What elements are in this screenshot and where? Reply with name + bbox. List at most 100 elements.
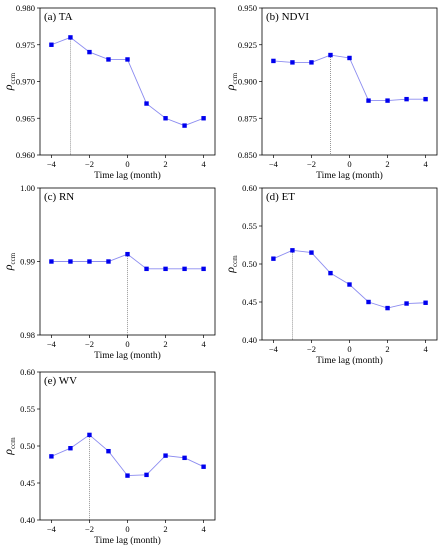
x-tick-label: −2 (307, 159, 316, 169)
x-axis-title: Time lag (month) (316, 170, 383, 181)
data-point (423, 300, 428, 305)
panel-label: (a) TA (44, 11, 73, 23)
x-tick-label: 0 (347, 344, 351, 354)
y-axis-subscript: ccm (231, 72, 239, 84)
data-point (163, 116, 168, 121)
data-point (309, 250, 314, 255)
y-tick-label: 0.960 (16, 150, 35, 160)
data-point (328, 52, 333, 58)
chart-panel-0: −4 −2 0 2 4 0.960 0.965 0.970 0.975 0.980 (a) TA Ti… (1, 3, 216, 181)
chart-panel-4: −4 −2 0 2 4 0.40 0.45 0.50 0.55 0.60 (e) WV Time la… (1, 367, 216, 546)
x-tick-label: 4 (423, 159, 428, 169)
y-axis-title: ρccm (1, 252, 17, 271)
data-point (68, 446, 73, 451)
y-axis-symbol: ρ (223, 267, 237, 274)
data-point (68, 35, 73, 40)
data-point (144, 266, 149, 272)
chart-panel-1: −4 −2 0 2 4 0.850 0.875 0.900 0.925 0.950 (b) NDVI… (223, 3, 438, 181)
data-point (423, 96, 428, 102)
x-tick-label: −2 (85, 524, 94, 534)
y-axis-title: ρccm (1, 72, 17, 91)
plot-frame (261, 7, 438, 156)
data-point (385, 305, 390, 311)
data-point (328, 270, 333, 276)
x-axis-title: Time lag (month) (94, 350, 161, 361)
x-tick-label: −2 (85, 339, 94, 349)
data-point (87, 49, 92, 55)
x-tick-label: 2 (385, 159, 389, 169)
x-tick-label: 4 (201, 524, 206, 534)
data-point (182, 455, 187, 461)
data-point (125, 57, 130, 62)
y-tick-label: 1.00 (20, 183, 35, 193)
y-tick-label: 0.45 (20, 478, 35, 488)
y-axis-symbol: ρ (223, 84, 237, 91)
data-point (404, 96, 409, 102)
y-tick-label: 0.970 (16, 77, 35, 87)
data-point (271, 256, 276, 261)
x-axis-title: Time lag (month) (316, 355, 383, 366)
x-tick-label: 4 (423, 344, 428, 354)
y-tick-label: 0.50 (242, 259, 257, 269)
data-point (49, 454, 54, 459)
data-point (404, 301, 409, 306)
y-tick-label: 0.45 (242, 297, 257, 307)
x-tick-label: −4 (47, 159, 57, 169)
y-axis-symbol: ρ (1, 84, 15, 91)
data-point (366, 98, 371, 103)
data-point (290, 248, 295, 253)
data-point (290, 60, 295, 65)
chart-panel-2: −4 −2 0 2 4 0.98 0.99 1.00 (c) RN Time lag (month… (1, 183, 216, 361)
y-tick-label: 0.875 (238, 113, 257, 123)
data-point (201, 116, 206, 121)
panel-label: (e) WV (44, 375, 77, 387)
x-axis-title: Time lag (month) (94, 170, 161, 181)
data-point (163, 266, 168, 272)
series-line (51, 36, 204, 127)
y-tick-label: 0.50 (20, 441, 35, 451)
x-tick-label: 0 (125, 159, 129, 169)
x-tick-label: −4 (269, 159, 279, 169)
data-point (182, 266, 187, 272)
y-tick-label: 0.55 (242, 221, 257, 231)
data-point (125, 251, 130, 257)
panel-label: (b) NDVI (266, 11, 309, 23)
series-line (273, 54, 426, 102)
y-axis-subscript: ccm (9, 72, 17, 84)
x-tick-label: 0 (125, 339, 129, 349)
panel-label: (c) RN (44, 191, 74, 203)
x-tick-label: 0 (125, 524, 129, 534)
y-tick-label: 0.98 (20, 330, 35, 340)
y-axis-symbol: ρ (1, 449, 15, 456)
x-tick-label: −4 (47, 524, 57, 534)
data-point (68, 259, 73, 264)
data-point (49, 259, 54, 264)
x-tick-label: 2 (163, 159, 167, 169)
y-tick-label: 0.60 (20, 367, 35, 377)
chart-panel-3: −4 −2 0 2 4 0.40 0.45 0.50 0.55 0.60 (d) ET Time la… (223, 183, 438, 366)
data-point (87, 432, 92, 438)
data-point (163, 453, 168, 458)
y-tick-label: 0.965 (16, 113, 35, 123)
y-tick-label: 0.925 (238, 40, 257, 50)
plot-frame (39, 7, 216, 156)
data-point (347, 282, 352, 287)
data-point (49, 42, 54, 47)
data-point (144, 101, 149, 106)
x-tick-label: 2 (163, 524, 167, 534)
data-point (144, 472, 149, 478)
x-tick-label: −4 (47, 339, 57, 349)
x-tick-label: 0 (347, 159, 351, 169)
data-point (106, 448, 111, 454)
data-point (271, 58, 276, 64)
data-point (347, 55, 352, 61)
data-point (106, 57, 111, 62)
y-axis-subscript: ccm (9, 252, 17, 264)
plot-frame (261, 187, 438, 341)
plot-frame (39, 371, 216, 521)
x-tick-label: 4 (201, 159, 206, 169)
x-tick-label: −2 (85, 159, 94, 169)
data-point (201, 464, 206, 469)
y-axis-title: ρccm (223, 72, 239, 91)
